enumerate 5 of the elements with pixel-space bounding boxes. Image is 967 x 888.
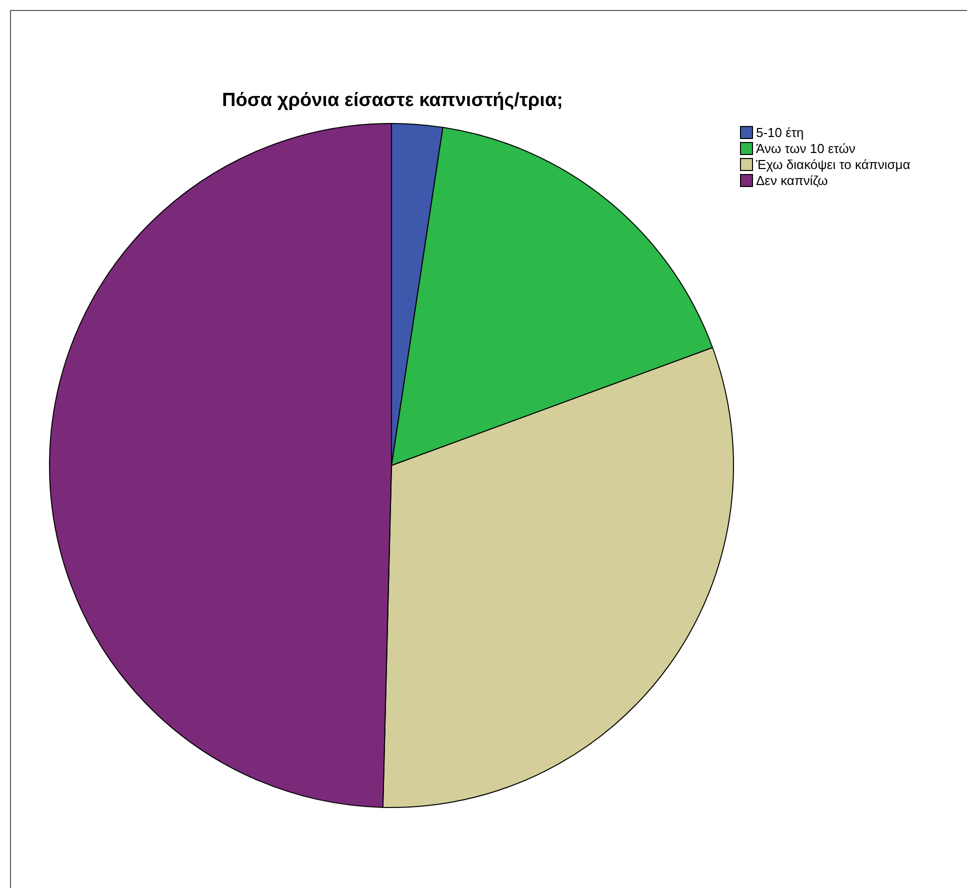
- legend-label: Άνω των 10 ετών: [756, 140, 856, 156]
- legend-label: Δεν καπνίζω: [756, 172, 828, 188]
- legend-label: Έχω διακόψει το κάπνισμα: [756, 156, 910, 172]
- chart-title: Πόσα χρόνια είσαστε καπνιστής/τρια;: [221, 90, 564, 112]
- legend-label: 5-10 έτη: [756, 124, 804, 140]
